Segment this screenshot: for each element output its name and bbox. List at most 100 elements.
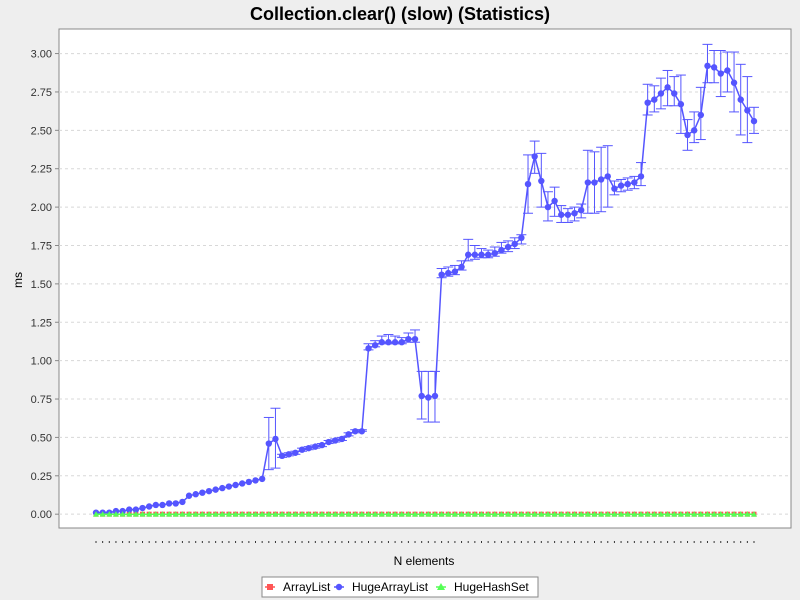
- data-point: [671, 511, 678, 517]
- data-point: [751, 511, 757, 517]
- data-point: [445, 511, 452, 517]
- data-point: [717, 511, 724, 517]
- data-point: [551, 511, 558, 517]
- y-tick-label: 1.25: [31, 317, 52, 329]
- data-point: [604, 511, 611, 517]
- data-point: [172, 511, 179, 517]
- data-point: [704, 511, 711, 517]
- data-point: [132, 511, 139, 517]
- data-point: [438, 271, 445, 278]
- data-point: [651, 511, 658, 517]
- data-point: [425, 394, 432, 401]
- data-point: [99, 511, 106, 517]
- data-point: [119, 507, 126, 515]
- data-point: [411, 335, 419, 343]
- data-point: [365, 511, 372, 517]
- x-axis-ticks: [95, 541, 755, 543]
- data-point: [318, 441, 326, 449]
- data-point: [657, 90, 665, 97]
- data-point: [405, 335, 412, 343]
- data-point: [145, 503, 153, 510]
- data-point: [498, 246, 505, 254]
- data-point: [484, 251, 492, 258]
- data-point: [511, 511, 518, 517]
- data-point: [172, 500, 179, 507]
- data-point: [564, 511, 571, 517]
- legend: ArrayList HugeArrayList HugeHashSet: [261, 576, 539, 598]
- y-tick-label: 0.50: [31, 432, 52, 444]
- data-point: [352, 511, 359, 517]
- data-point: [664, 84, 671, 91]
- data-point: [245, 478, 253, 486]
- data-point: [345, 431, 352, 438]
- data-point: [139, 504, 146, 512]
- series-hugearraylist: [92, 43, 759, 516]
- data-point: [418, 511, 425, 517]
- data-point: [212, 486, 219, 493]
- data-point: [418, 392, 425, 400]
- data-point: [165, 500, 173, 507]
- data-point: [611, 511, 618, 517]
- data-point: [704, 62, 711, 70]
- data-point: [219, 511, 226, 517]
- data-point: [504, 243, 512, 251]
- data-point: [112, 511, 119, 517]
- data-point: [252, 477, 259, 484]
- series-line: [96, 64, 755, 514]
- data-point: [205, 487, 213, 495]
- data-point: [730, 79, 738, 86]
- data-point: [205, 511, 212, 517]
- data-point: [551, 197, 558, 205]
- data-point: [245, 511, 252, 517]
- data-point: [258, 475, 266, 483]
- data-point: [106, 511, 113, 517]
- data-point: [112, 507, 120, 515]
- data-point: [651, 96, 658, 103]
- y-axis-ticks: 0.00 0.25 0.50 0.75 1.00 1.25 1.50 1.75 2.00 2.25…: [31, 49, 59, 521]
- data-point: [697, 111, 705, 119]
- data-point: [385, 511, 392, 517]
- data-point: [664, 511, 671, 517]
- y-tick-label: 0.25: [31, 471, 52, 483]
- y-tick-label: 2.25: [31, 164, 52, 176]
- data-point: [471, 251, 479, 258]
- y-tick-label: 1.50: [31, 279, 52, 291]
- data-point: [391, 339, 399, 346]
- data-point: [750, 117, 758, 125]
- data-point: [691, 511, 698, 517]
- data-point: [624, 511, 631, 517]
- data-point: [744, 511, 751, 517]
- data-point: [412, 511, 419, 517]
- data-point: [631, 179, 638, 186]
- data-point: [724, 511, 731, 517]
- data-point: [577, 206, 585, 214]
- data-point: [199, 511, 206, 517]
- data-point: [611, 185, 618, 192]
- data-point: [285, 511, 292, 517]
- data-point: [299, 511, 306, 517]
- data-point: [285, 451, 292, 458]
- data-point: [259, 511, 266, 517]
- data-point: [465, 511, 472, 517]
- data-point: [372, 511, 379, 517]
- data-point: [538, 177, 545, 185]
- data-point: [232, 511, 239, 517]
- data-point: [325, 438, 332, 446]
- data-point: [578, 511, 585, 517]
- data-point: [312, 511, 319, 517]
- data-point: [445, 269, 452, 277]
- data-point: [690, 127, 698, 134]
- data-point: [398, 339, 405, 346]
- data-point: [710, 64, 718, 71]
- data-point: [597, 176, 605, 183]
- data-point: [378, 511, 385, 517]
- data-point: [458, 511, 465, 517]
- data-point: [684, 511, 691, 517]
- chart-title: Collection.clear() (slow) (Statistics): [250, 4, 550, 24]
- data-point: [272, 435, 279, 443]
- y-tick-label: 0.00: [31, 509, 52, 521]
- data-point: [305, 444, 312, 452]
- y-tick-label: 3.00: [31, 49, 52, 61]
- data-point: [358, 428, 366, 435]
- data-point: [305, 511, 312, 517]
